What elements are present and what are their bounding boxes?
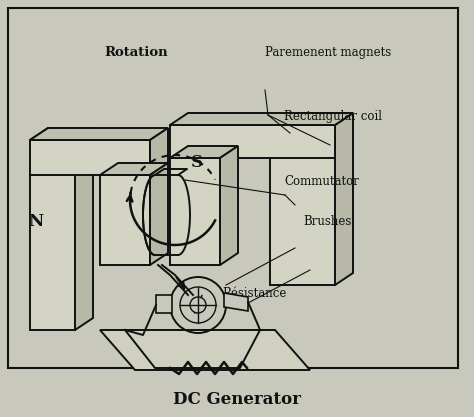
Text: Rotation: Rotation [104,45,168,59]
Polygon shape [100,163,168,175]
Text: S: S [191,154,203,171]
Text: Paremenent magnets: Paremenent magnets [265,45,392,59]
Text: Brushes: Brushes [303,214,352,228]
Polygon shape [75,128,93,330]
Polygon shape [100,330,310,370]
Polygon shape [156,295,172,313]
Polygon shape [30,140,75,330]
Text: Rectangular coil: Rectangular coil [284,110,383,123]
Text: Commutator: Commutator [284,175,359,188]
Polygon shape [335,113,353,285]
Polygon shape [220,146,238,265]
Polygon shape [30,128,168,140]
Text: DC Generator: DC Generator [173,392,301,409]
Bar [8,8,458,368]
Polygon shape [270,125,335,285]
Polygon shape [270,113,353,125]
Polygon shape [170,146,238,158]
Polygon shape [100,175,150,265]
Text: N: N [28,213,43,229]
Polygon shape [30,140,150,175]
Polygon shape [150,128,168,175]
Polygon shape [170,113,353,125]
Polygon shape [30,128,93,140]
Polygon shape [150,163,168,265]
Polygon shape [170,125,335,158]
Circle shape [190,297,206,313]
Polygon shape [224,293,248,311]
Polygon shape [170,158,220,265]
Text: Résistance: Résistance [223,287,287,301]
